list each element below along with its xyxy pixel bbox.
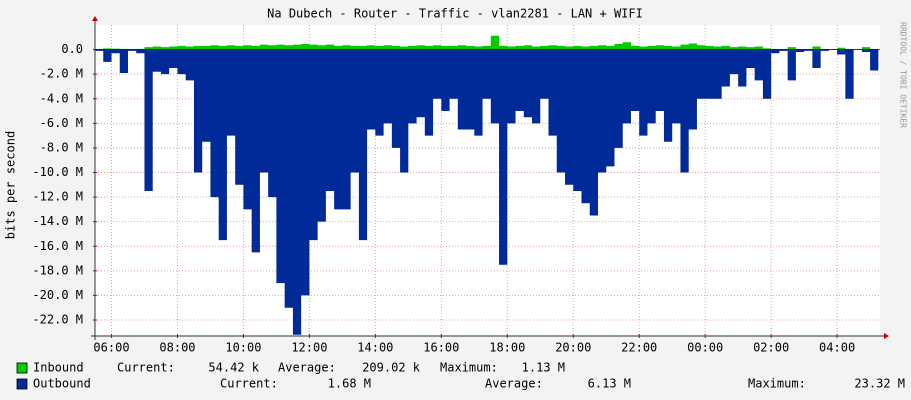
y-tick-label: -18.0 M [32,263,83,277]
y-tick-label: -12.0 M [32,190,83,204]
x-tick-label: 22:00 [621,341,657,355]
side-note: RRDTOOL / TOBI OETIKER [899,22,908,128]
y-tick-label: -4.0 M [40,91,83,105]
x-tick-label: 04:00 [819,341,855,355]
x-tick-label: 10:00 [225,341,261,355]
x-tick-label: 18:00 [489,341,525,355]
legend-stat-value: 54.42 k [208,361,259,375]
x-tick-label: 16:00 [423,341,459,355]
x-tick-label: 02:00 [753,341,789,355]
y-tick-label: -6.0 M [40,116,83,130]
y-tick-label: -10.0 M [32,165,83,179]
x-tick-label: 20:00 [555,341,591,355]
x-axis-arrow [884,333,889,339]
area-outbound [95,49,879,335]
legend-stat-value: 6.13 M [588,377,631,391]
y-axis-label: bits per second [4,131,18,239]
y-tick-label: -22.0 M [32,313,83,327]
area-inbound [95,35,879,50]
x-tick-label: 00:00 [687,341,723,355]
y-axis-arrow [92,16,98,21]
x-tick-label: 14:00 [357,341,393,355]
x-tick-label: 06:00 [93,341,129,355]
legend-stat-label: Maximum: [748,377,806,391]
legend-stat-label: Average: [485,377,543,391]
legend-stat-label: Current: [220,377,278,391]
legend-stat-label: Current: [117,361,175,375]
legend-swatch [16,378,28,390]
legend-label: Inbound [33,361,84,375]
x-tick-label: 12:00 [291,341,327,355]
legend-swatch [16,362,28,374]
y-tick-label: -8.0 M [40,140,83,154]
legend-stat-value: 1.13 M [522,361,565,375]
x-tick-label: 08:00 [159,341,195,355]
legend-stat-value: 1.68 M [328,377,371,391]
y-tick-label: -2.0 M [40,67,83,81]
legend-stat-label: Maximum: [440,361,498,375]
y-tick-label: -16.0 M [32,239,83,253]
y-tick-label: -14.0 M [32,214,83,228]
chart-title: Na Dubech - Router - Traffic - vlan2281 … [267,7,643,21]
legend-stat-value: 209.02 k [362,361,421,375]
legend-stat-label: Average: [278,361,336,375]
legend-stat-value: 23.32 M [854,377,905,391]
y-tick-label: 0.0 [61,42,83,56]
legend-label: Outbound [33,377,91,391]
y-tick-label: -20.0 M [32,288,83,302]
